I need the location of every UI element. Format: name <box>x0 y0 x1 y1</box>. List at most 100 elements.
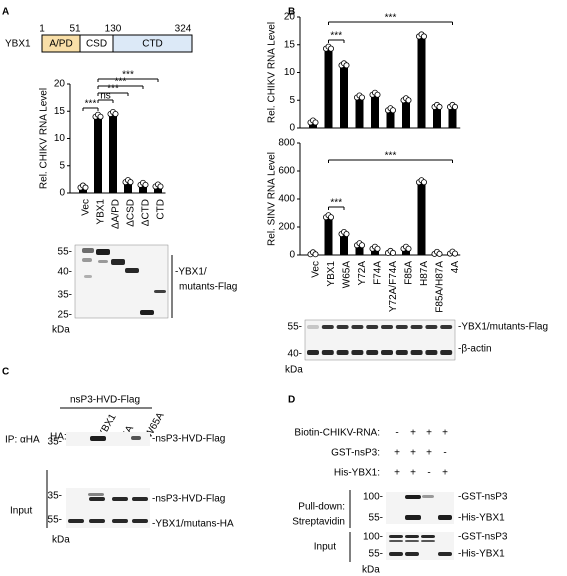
label: -His-YBX1 <box>458 513 505 524</box>
blot-band <box>131 436 141 440</box>
label: F85A <box>404 261 415 285</box>
label: + <box>410 428 416 439</box>
label: + <box>442 468 448 479</box>
label: 600 <box>278 166 295 177</box>
blot-band <box>366 350 379 355</box>
replicate-dot <box>97 113 104 120</box>
blot-band <box>336 350 349 355</box>
label: Biotin-CHIKV-RNA: <box>294 428 380 439</box>
replicate-dot <box>312 251 319 258</box>
blot-band <box>389 552 403 556</box>
blot-band <box>90 436 106 441</box>
label: 20 <box>284 12 296 23</box>
blot-band <box>132 497 148 501</box>
replicate-dot <box>142 181 149 188</box>
label: 0 <box>289 250 295 261</box>
label: 55- <box>369 513 383 524</box>
label: 15 <box>54 106 66 117</box>
label: A/PD <box>49 39 72 50</box>
label: -nsP3-HVD-Flag <box>152 434 225 445</box>
blot-band <box>84 275 92 278</box>
label: H87A <box>419 261 430 286</box>
label: Y72A <box>357 261 368 286</box>
label: Streptavidin <box>292 517 345 528</box>
blot-band <box>112 519 128 523</box>
blot-band <box>140 310 154 315</box>
replicate-dot <box>127 179 134 186</box>
label: -His-YBX1 <box>458 549 505 560</box>
bar <box>154 186 162 193</box>
label: CSD <box>86 39 107 50</box>
label: 4A <box>450 261 461 274</box>
bar <box>417 36 426 128</box>
label: kDa <box>362 565 380 576</box>
replicate-dot <box>389 249 396 256</box>
replicate-dot <box>82 184 89 191</box>
label: 15 <box>284 39 296 50</box>
bar <box>417 182 426 255</box>
label: *** <box>330 31 342 42</box>
label: + <box>426 428 432 439</box>
label: mutants-Flag <box>179 282 237 293</box>
replicate-dot <box>420 179 427 186</box>
label: - <box>395 428 398 439</box>
blot-band <box>351 325 364 329</box>
label: kDa <box>52 535 70 546</box>
label: F74A <box>373 261 384 285</box>
label: ΔCSD <box>126 199 137 227</box>
label: Input <box>314 542 336 553</box>
label: + <box>426 448 432 459</box>
label: 35- <box>58 290 72 301</box>
blot <box>66 432 150 446</box>
blot-band <box>410 350 423 355</box>
label: - <box>443 448 446 459</box>
blot-band <box>405 495 421 499</box>
label: Y72A/F74A <box>388 261 399 312</box>
label: *** <box>85 99 97 110</box>
label: A <box>2 7 9 18</box>
label: + <box>410 448 416 459</box>
label: 130 <box>105 24 122 35</box>
label: ΔA/PD <box>111 199 122 229</box>
replicate-dot <box>358 242 365 249</box>
label: CTD <box>156 199 167 220</box>
label: 25- <box>58 310 72 321</box>
blot-band <box>395 325 408 329</box>
replicate-dot <box>312 119 319 126</box>
bar <box>324 48 333 129</box>
label: kDa <box>285 365 303 376</box>
bar <box>124 182 132 193</box>
label: YBX1 <box>326 261 337 287</box>
label: 100- <box>363 492 383 503</box>
blot-band <box>307 350 319 355</box>
blot-band <box>381 325 393 329</box>
label: -GST-nsP3 <box>458 492 508 503</box>
bar <box>371 248 379 255</box>
label: 55- <box>48 515 62 526</box>
label: F85A/H87A <box>435 261 446 313</box>
replicate-dot <box>343 230 350 237</box>
blot-band <box>389 540 403 542</box>
replicate-dot <box>451 103 458 110</box>
blot-band <box>89 497 105 501</box>
blot-band <box>425 325 438 329</box>
label: YBX1 <box>96 199 107 225</box>
bar <box>433 106 441 128</box>
bar <box>448 106 457 128</box>
bar <box>355 245 364 255</box>
blot-band <box>351 350 364 355</box>
label: + <box>410 468 416 479</box>
blot-band <box>381 350 393 355</box>
label: 324 <box>175 24 192 35</box>
label: Rel. CHIKV RNA Level <box>39 88 50 189</box>
replicate-dot <box>343 62 350 69</box>
bar <box>371 94 379 128</box>
replicate-dot <box>374 245 381 252</box>
replicate-dot <box>405 97 412 104</box>
label: -YBX1/ <box>175 267 207 278</box>
label: 100- <box>363 532 383 543</box>
bar <box>94 116 102 193</box>
bar <box>402 100 410 128</box>
blot-band <box>438 552 452 556</box>
